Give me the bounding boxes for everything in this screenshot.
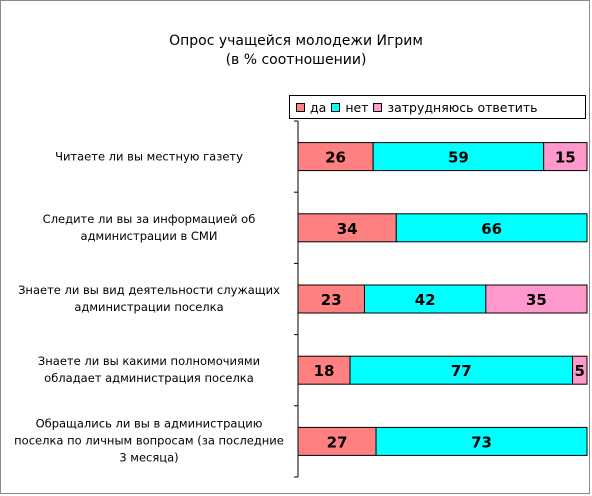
category-label-line: обладает администрация поселка: [44, 371, 254, 386]
legend-swatch-da: [296, 102, 305, 112]
bar-value-label: 59: [448, 149, 469, 167]
category-label-line: Читаете ли вы местную газету: [55, 149, 243, 164]
legend: да нет затрудняюсь ответить: [289, 95, 586, 119]
bar-segment: [485, 284, 588, 314]
legend-item-net: нет: [331, 100, 368, 115]
bar-segment: [375, 426, 588, 456]
bar-segment: [297, 142, 374, 172]
bar-value-label: 18: [314, 362, 335, 380]
category-label: Знаете ли вы какими полномочиями обладает…: [5, 353, 293, 387]
category-label-line: Знаете ли вы какими полномочиями: [37, 354, 261, 369]
bar-value-label: 26: [325, 149, 346, 167]
bar-value-label: 5: [575, 362, 585, 380]
category-label: Следите ли вы за информацией об администр…: [5, 211, 293, 245]
bar-segment: [349, 355, 574, 385]
bar-value-label: 15: [555, 149, 576, 167]
bar-value-label: 27: [327, 433, 348, 451]
bar-value-label: 42: [415, 291, 436, 309]
bar-segment: [297, 355, 351, 385]
chart-title-line-2: (в % соотношении): [225, 52, 367, 68]
category-label-line: 3 месяца): [119, 450, 179, 465]
category-label: Читаете ли вы местную газету: [5, 148, 293, 165]
category-label: Обращались ли вы в администрацию поселка …: [5, 416, 293, 467]
chart-title-line-1: Опрос учащейся молодежи Игрим: [169, 33, 423, 49]
legend-swatch-unsure: [373, 102, 383, 112]
category-label-line: администрации в СМИ: [80, 228, 218, 243]
bar-value-label: 77: [451, 362, 472, 380]
bar-segment: [543, 142, 588, 172]
bar-value-label: 35: [526, 291, 547, 309]
category-label-line: Знаете ли вы вид деятельности служащих: [18, 283, 280, 297]
category-label-line: поселка по личным вопросам (за последние: [14, 433, 284, 448]
legend-item-da: да: [296, 100, 326, 115]
legend-label-unsure: затрудняюсь ответить: [387, 99, 538, 115]
category-label-line: администрации поселка: [74, 300, 224, 314]
bar-value-label: 66: [481, 220, 502, 238]
legend-item-unsure: затрудняюсь ответить: [373, 99, 538, 115]
bar-segment: [395, 213, 588, 243]
bar-segment: [572, 355, 588, 385]
category-label-line: Следите ли вы за информацией об: [42, 211, 256, 226]
bar-value-label: 73: [471, 433, 492, 451]
legend-label-net: нет: [345, 99, 369, 115]
legend-label-da: да: [310, 99, 327, 115]
bar-value-label: 23: [321, 291, 342, 309]
bar-segment: [297, 213, 397, 243]
bar-segment: [297, 426, 377, 456]
bar-value-label: 34: [337, 220, 358, 238]
legend-swatch-net: [331, 102, 341, 112]
category-label-line: Обращались ли вы в администрацию: [35, 416, 263, 431]
category-label: Знаете ли вы вид деятельности служащих ад…: [5, 282, 293, 316]
bar-segment: [372, 142, 545, 172]
